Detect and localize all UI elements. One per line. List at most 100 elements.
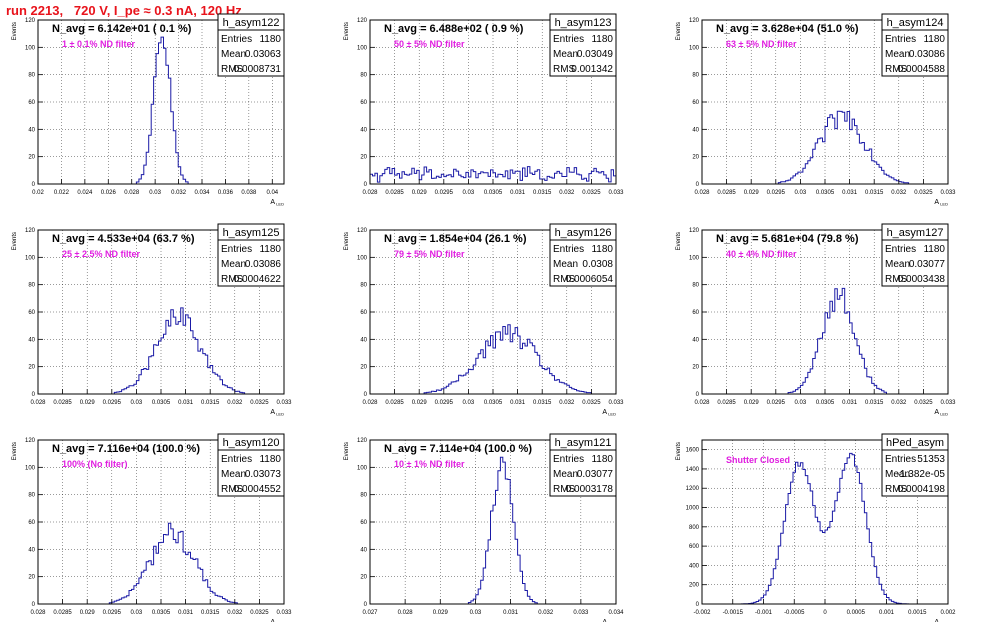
stats-value: 0.0308	[582, 259, 613, 270]
x-tick-label: 0.001	[879, 610, 895, 616]
x-tick-label: 0.032	[227, 610, 243, 616]
y-tick-label: 80	[692, 73, 699, 79]
x-tick-label: 0.033	[276, 400, 292, 406]
x-tick-label: 0.036	[218, 190, 234, 196]
stats-value: 0.0003438	[898, 274, 946, 285]
x-tick-label: 0.0285	[53, 610, 72, 616]
stats-label: RMS	[885, 64, 908, 75]
x-tick-label: 0.027	[362, 610, 378, 616]
x-tick-label: 0.0295	[435, 400, 454, 406]
x-tick-label: 0.0315	[201, 610, 220, 616]
x-tick-label: 0.034	[608, 610, 624, 616]
y-tick-label: 60	[692, 310, 699, 316]
x-tick-label: 0.028	[694, 400, 710, 406]
y-axis-label: Events	[12, 22, 18, 40]
x-tick-label: 0.033	[940, 400, 956, 406]
x-tick-label: 0.0295	[103, 400, 122, 406]
x-tick-label: -0.002	[693, 610, 711, 616]
y-tick-label: 200	[689, 583, 700, 589]
stats-label: Entries	[885, 454, 916, 465]
x-tick-label: 0.031	[178, 400, 194, 406]
y-tick-label: 120	[357, 18, 368, 24]
y-tick-label: 120	[357, 438, 368, 444]
stats-box	[881, 223, 949, 287]
y-axis-label: Events	[676, 22, 682, 40]
y-tick-label: 120	[25, 228, 36, 234]
histogram-line	[702, 452, 948, 605]
stats-label: Entries	[553, 34, 584, 45]
stats-label: Mean	[885, 259, 910, 270]
x-tick-label: 0.03	[470, 610, 482, 616]
y-tick-label: 80	[360, 73, 367, 79]
x-tick-label: 0.0315	[533, 400, 552, 406]
y-tick-label: 80	[28, 73, 35, 79]
x-tick-label: 0.028	[362, 400, 378, 406]
stats-label: Entries	[221, 34, 252, 45]
y-tick-label: 120	[25, 18, 36, 24]
x-axis-label: A LED	[934, 409, 948, 417]
x-tick-label: 0.0315	[865, 400, 884, 406]
x-tick-label: 0.02	[32, 190, 44, 196]
x-tick-label: 0.032	[559, 190, 575, 196]
x-tick-label: 0.0295	[103, 610, 122, 616]
x-tick-label: 0.031	[510, 190, 526, 196]
x-tick-label: 0.032	[227, 400, 243, 406]
x-tick-label: 0.0325	[250, 400, 269, 406]
x-tick-label: 0.0325	[914, 400, 933, 406]
stats-value: 1180	[591, 454, 613, 465]
y-tick-label: 0	[364, 602, 368, 608]
x-tick-label: 0.03	[795, 400, 807, 406]
y-tick-label: 20	[360, 575, 367, 581]
stats-value: 0.03077	[909, 259, 946, 270]
y-tick-label: 80	[360, 493, 367, 499]
x-tick-label: 0.0295	[767, 400, 786, 406]
x-tick-label: 0.0305	[152, 610, 171, 616]
y-tick-label: 0	[32, 602, 36, 608]
x-tick-label: 0.033	[608, 190, 624, 196]
histogram-panel-h_asym124: 0.028 0.0285 0.029 0.0295 0.03 0.0305 0.031 0.0…	[676, 13, 956, 207]
stats-box	[549, 223, 617, 287]
x-tick-label: 0.0285	[385, 400, 404, 406]
x-tick-label: 0.032	[891, 190, 907, 196]
x-tick-label: 0.028	[30, 610, 46, 616]
stats-box	[881, 13, 949, 77]
y-axis-label: Events	[12, 442, 18, 460]
x-tick-label: 0.032	[538, 610, 554, 616]
x-tick-label: 0.028	[124, 190, 140, 196]
stats-label: Entries	[221, 454, 252, 465]
y-tick-label: 0	[696, 392, 700, 398]
stats-box	[549, 13, 617, 77]
y-tick-label: 80	[28, 283, 35, 289]
stats-value: 51353	[917, 454, 945, 465]
stats-box	[217, 433, 285, 497]
y-tick-label: 1400	[686, 467, 700, 473]
x-tick-label: 0.029	[80, 400, 96, 406]
n-avg-header: N_avg = 1.854e+04 (26.1 %)	[384, 233, 527, 245]
x-tick-label: 0.031	[503, 610, 519, 616]
x-tick-label: 0.029	[80, 610, 96, 616]
y-tick-label: 80	[692, 283, 699, 289]
y-tick-label: 100	[689, 255, 700, 261]
histogram-panel-h_asym121: 0.027 0.028 0.029 0.03 0.031 0.032 0.033 0.034 0…	[344, 433, 624, 622]
y-tick-label: 20	[28, 575, 35, 581]
x-tick-label: 0.03	[463, 400, 475, 406]
stats-value: 0.0004198	[898, 484, 946, 495]
stats-value: 0.03073	[245, 469, 282, 480]
x-tick-label: 0.0325	[582, 190, 601, 196]
x-tick-label: 0.034	[194, 190, 210, 196]
x-tick-label: 0.0325	[914, 190, 933, 196]
stats-label: RMS	[221, 484, 244, 495]
stats-value: 0.03049	[577, 49, 614, 60]
x-tick-label: 0.0305	[152, 400, 171, 406]
filter-annotation: 10 ± 1% ND filter	[394, 459, 465, 469]
y-tick-label: 800	[689, 525, 700, 531]
y-tick-label: 100	[25, 465, 36, 471]
stats-value: 1180	[259, 34, 281, 45]
y-axis-label: Events	[344, 442, 350, 460]
stats-label: RMS	[553, 64, 576, 75]
stats-value: 0.0004552	[234, 484, 282, 495]
stats-label: RMS	[221, 274, 244, 285]
y-tick-label: 0	[364, 392, 368, 398]
y-tick-label: 80	[28, 493, 35, 499]
x-tick-label: 0.033	[940, 190, 956, 196]
